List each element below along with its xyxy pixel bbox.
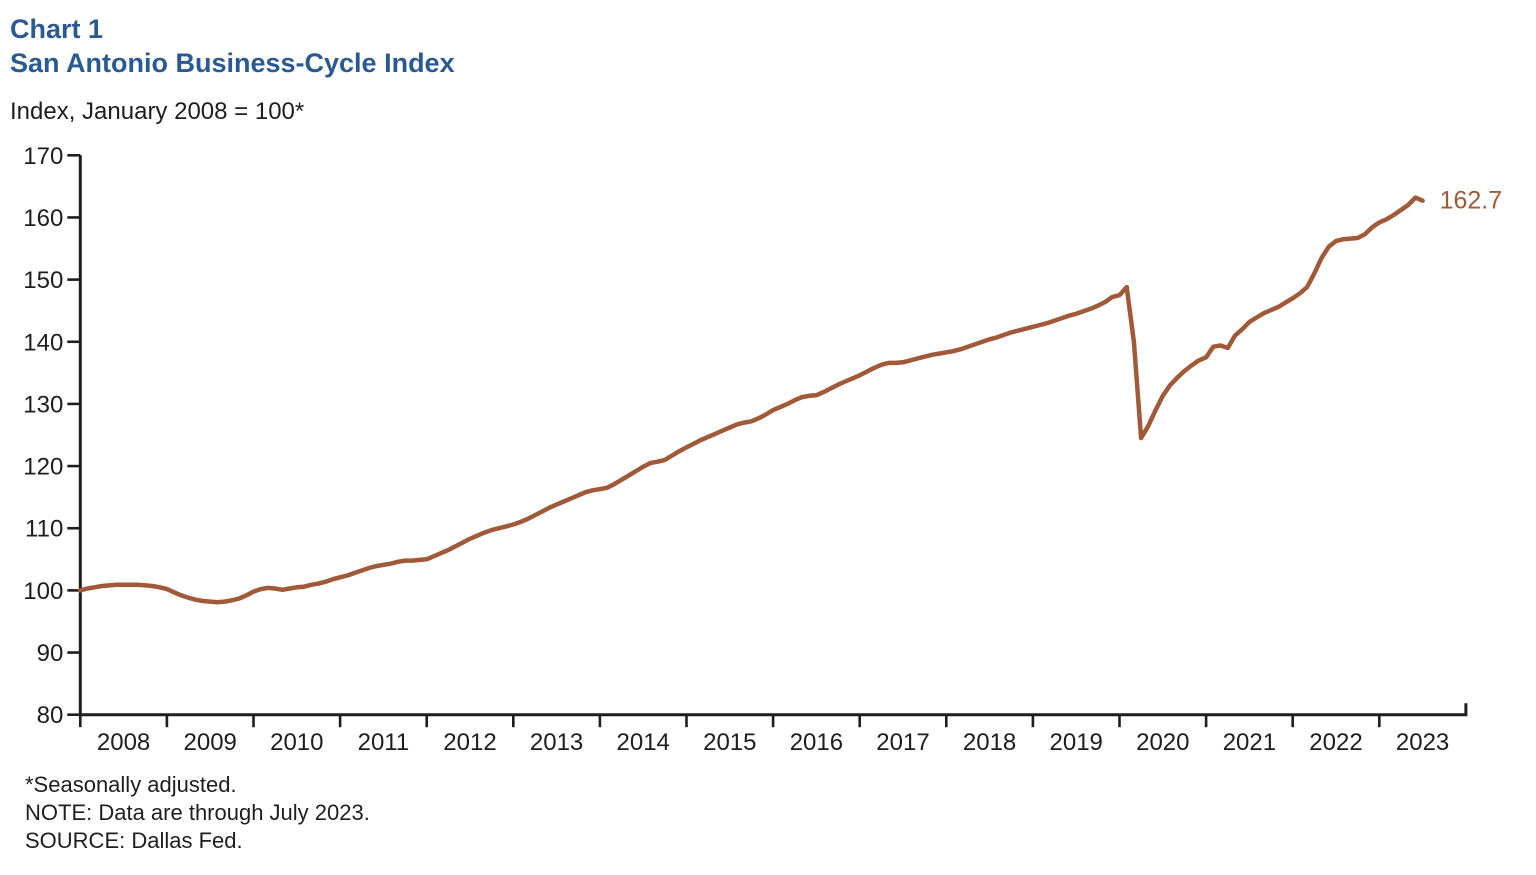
y-tick-label: 130: [23, 391, 63, 418]
y-tick-label: 170: [23, 143, 63, 170]
footnotes: *Seasonally adjusted. NOTE: Data are thr…: [25, 771, 370, 855]
x-tick-label: 2013: [530, 729, 583, 756]
title-block: Chart 1 San Antonio Business-Cycle Index: [10, 12, 455, 80]
y-tick-label: 110: [25, 516, 63, 543]
x-tick-label: 2014: [617, 729, 670, 756]
x-tick-label: 2012: [443, 729, 496, 756]
footnote-seasonal: *Seasonally adjusted.: [25, 772, 237, 797]
x-tick-label: 2017: [876, 729, 929, 756]
axes: [78, 155, 1468, 717]
x-tick-label: 2010: [270, 729, 323, 756]
x-tick-label: 2023: [1396, 729, 1449, 756]
x-tick-label: 2021: [1223, 729, 1276, 756]
chart-title: San Antonio Business-Cycle Index: [10, 48, 455, 78]
series-line: [78, 195, 1425, 605]
y-tick-label: 80: [37, 702, 64, 729]
y-tick-label: 100: [23, 578, 63, 605]
x-tick-label: 2008: [97, 729, 150, 756]
x-tick-label: 2022: [1309, 729, 1362, 756]
x-tick-label: 2009: [184, 729, 237, 756]
y-tick-label: 120: [23, 454, 63, 481]
y-tick-label: 160: [23, 205, 63, 232]
x-tick-label: 2019: [1050, 729, 1103, 756]
chart-number-title: Chart 1: [10, 14, 104, 44]
end-value-label: 162.7: [1440, 187, 1503, 215]
x-tick-label: 2011: [358, 729, 410, 756]
footnote-note: NOTE: Data are through July 2023.: [25, 800, 370, 825]
y-tick-label: 140: [23, 329, 63, 356]
y-tick-label: 150: [23, 267, 63, 294]
x-tick-label: 2018: [963, 729, 1016, 756]
x-tick-label: 2016: [790, 729, 843, 756]
x-tick-label: 2015: [703, 729, 756, 756]
x-tick-label: 2020: [1136, 729, 1189, 756]
footnote-source: SOURCE: Dallas Fed.: [25, 828, 243, 853]
y-tick-label: 90: [37, 640, 64, 667]
axis-unit-label: Index, January 2008 = 100*: [10, 98, 305, 125]
